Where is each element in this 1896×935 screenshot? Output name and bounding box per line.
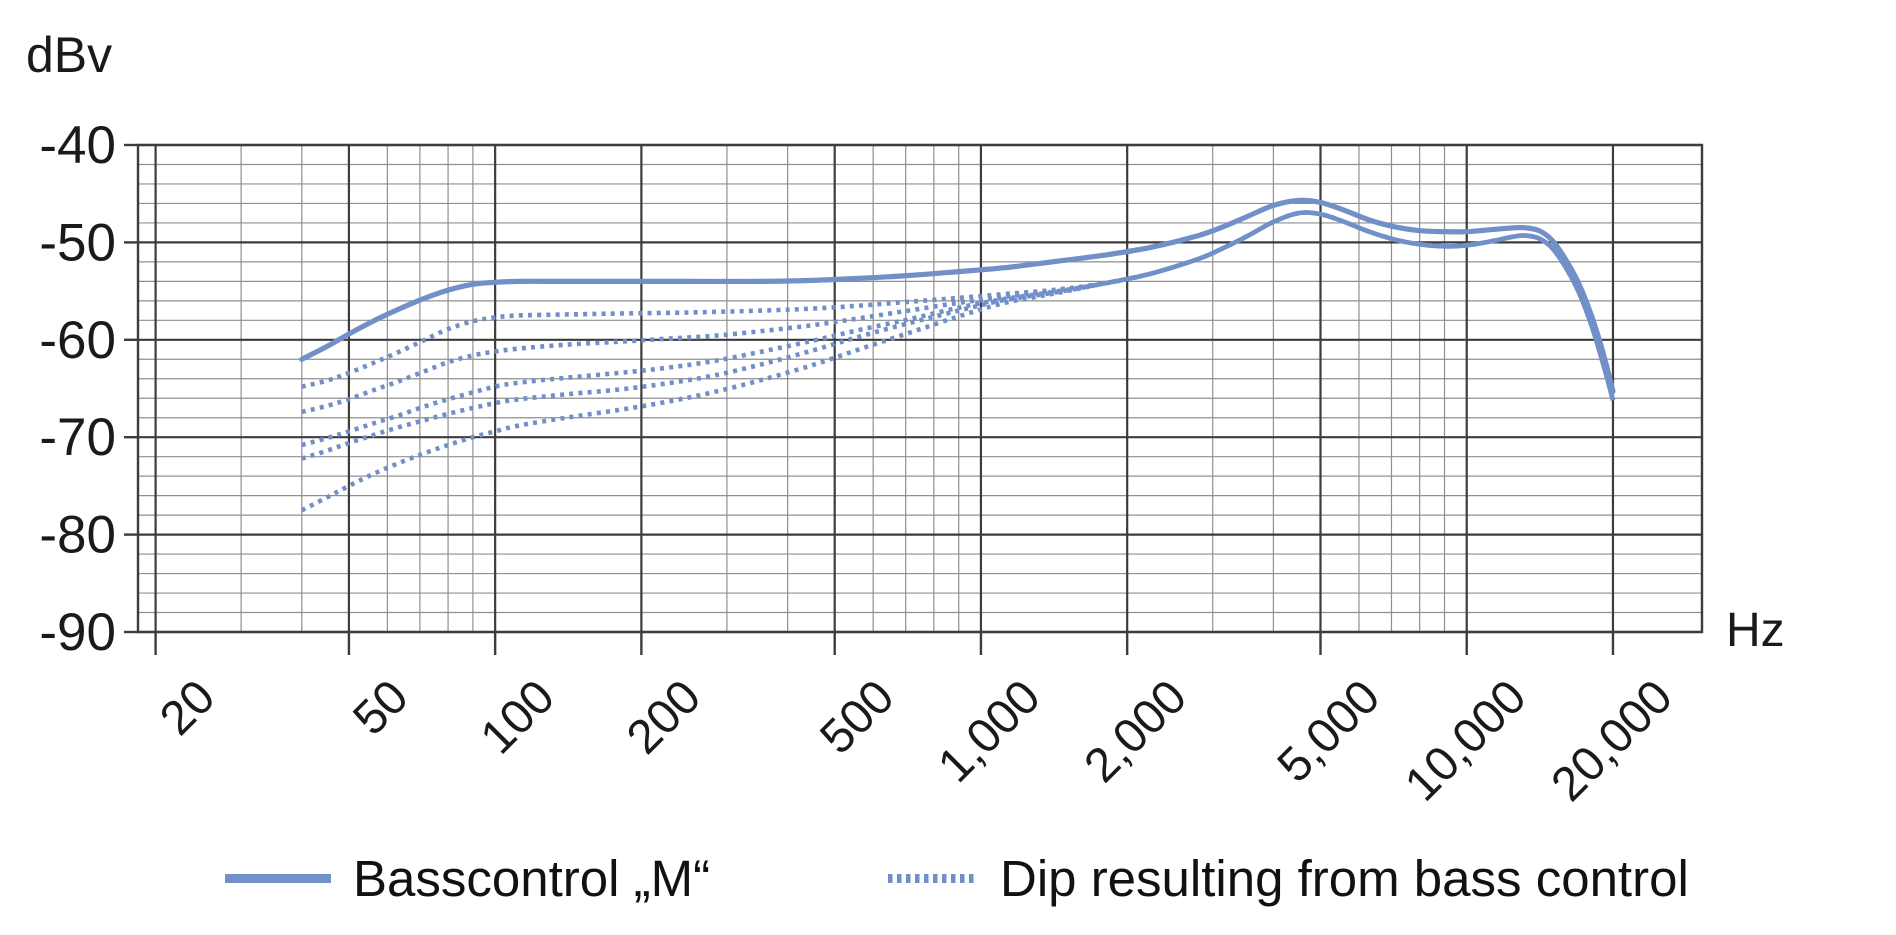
y-tick-label: -80 [39, 506, 116, 565]
y-tick-label: -50 [39, 213, 116, 272]
y-tick-label: -70 [39, 408, 116, 467]
x-tick-label: 10,000 [1395, 670, 1536, 811]
x-tick-label: 2,000 [1075, 670, 1197, 792]
x-tick-label: 5,000 [1268, 670, 1390, 792]
y-tick-label: -90 [39, 603, 116, 662]
curve-bass-dip [301, 210, 1616, 448]
solid-line-swatch [225, 873, 331, 883]
legend: Basscontrol „M“ Dip resulting from bass … [0, 843, 1896, 913]
frequency-response-plot: -40 -50 -60 -70 -80 -90 20 50 100 200 500 1,000 2,00… [39, 116, 1785, 812]
legend-label-dip: Dip resulting from bass control [1000, 849, 1689, 907]
legend-label-basscontrol: Basscontrol „M“ [353, 849, 711, 907]
legend-item-dip: Dip resulting from bass control [888, 843, 1689, 913]
plot-border [136, 143, 1704, 634]
dotted-line-swatch [888, 873, 978, 883]
x-tick-label: 20,000 [1541, 670, 1682, 811]
x-tick-label: 1,000 [928, 670, 1050, 792]
curve-basscontrol-m [299, 197, 1616, 394]
x-axis-unit-label: Hz [1726, 604, 1785, 657]
x-tick-label: 50 [343, 670, 418, 745]
y-axis-unit-label: dBv [26, 27, 113, 83]
x-tick-label: 500 [810, 670, 904, 764]
curve-bass-dip [300, 210, 1616, 513]
y-tick-label: -60 [39, 311, 116, 370]
x-tick-label: 20 [150, 670, 225, 745]
y-tick-label: -40 [39, 116, 116, 175]
legend-item-basscontrol: Basscontrol „M“ [225, 843, 710, 913]
x-tick-label: 200 [617, 670, 711, 764]
x-tick-label: 100 [471, 670, 565, 764]
curve-bass-dip [301, 210, 1616, 461]
